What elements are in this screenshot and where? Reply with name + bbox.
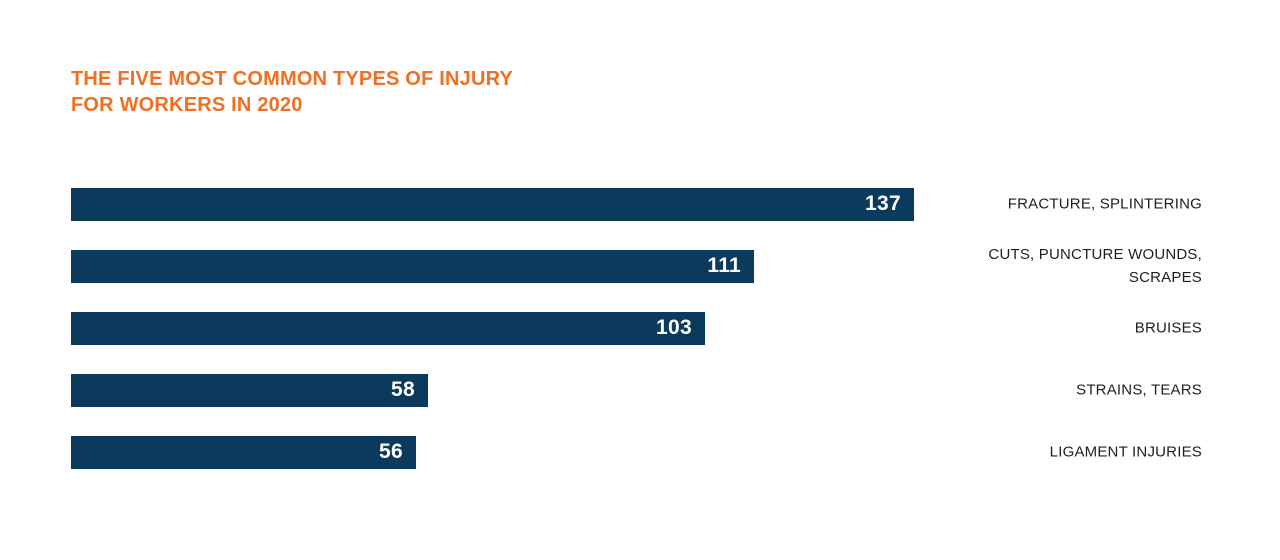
bar-value-label: 111 [707, 254, 741, 277]
bar: 103 [71, 311, 705, 345]
category-label: LIGAMENT INJURIES [1049, 443, 1202, 461]
bar-row: 56 LIGAMENT INJURIES [0, 435, 1280, 469]
category-label: BRUISES [1134, 319, 1202, 337]
category-label: CUTS, PUNCTURE WOUNDS, SCRAPES [988, 246, 1202, 286]
bar-value-label: 58 [391, 378, 415, 401]
chart-title-line-2: FOR WORKERS IN 2020 [71, 94, 303, 116]
bar: 56 [71, 435, 416, 469]
bar: 111 [71, 249, 754, 283]
bar: 137 [71, 187, 914, 221]
chart-title-line-1: THE FIVE MOST COMMON TYPES OF INJURY [71, 68, 514, 90]
bar-value-label: 56 [379, 440, 403, 463]
category-label: FRACTURE, SPLINTERING [1007, 195, 1202, 213]
bar-row: 137 FRACTURE, SPLINTERING [0, 187, 1280, 221]
bar: 58 [71, 373, 428, 407]
bar-row: 111 CUTS, PUNCTURE WOUNDS, SCRAPES [0, 246, 1280, 286]
bar-row: 103 BRUISES [0, 311, 1280, 345]
bar-value-label: 137 [865, 192, 901, 215]
chart-title: THE FIVE MOST COMMON TYPES OF INJURY FOR… [71, 66, 513, 118]
bar-value-label: 103 [656, 316, 692, 339]
bar-row: 58 STRAINS, TEARS [0, 373, 1280, 407]
category-label: STRAINS, TEARS [1076, 381, 1202, 399]
